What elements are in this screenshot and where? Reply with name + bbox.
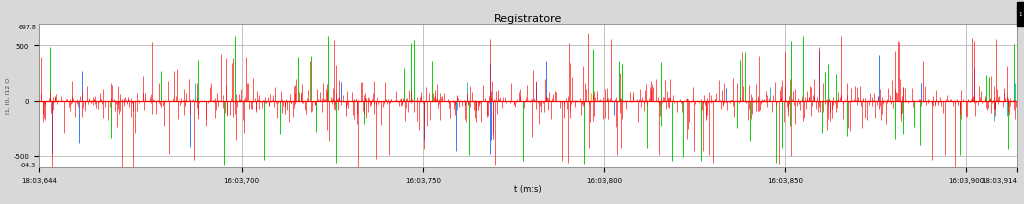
X-axis label: t (m:s): t (m:s) — [514, 184, 542, 193]
Text: 697.8: 697.8 — [18, 24, 36, 29]
Title: Registratore: Registratore — [494, 14, 562, 24]
Y-axis label: I1, I0, I12 O: I1, I0, I12 O — [5, 78, 10, 114]
Text: -04.3: -04.3 — [20, 162, 36, 167]
Text: 1: 1 — [1018, 12, 1022, 17]
